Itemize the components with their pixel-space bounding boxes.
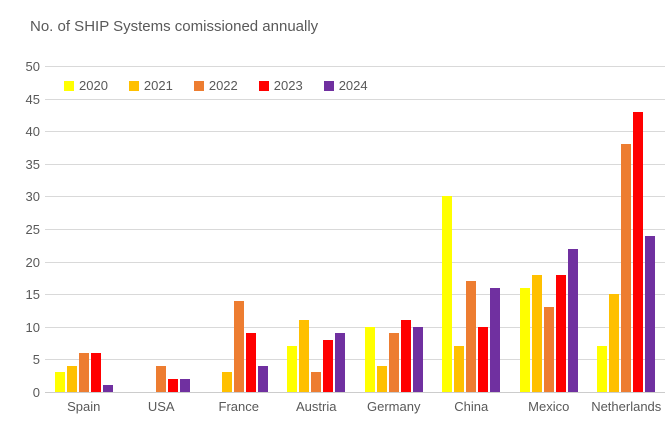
x-axis-label-france: France [218,399,259,414]
bar-2021-mexico [531,275,542,392]
gridline [45,359,665,360]
legend-item-2020: 2020 [64,79,108,92]
bar-2024-china [490,288,501,392]
bar-2024-mexico [567,249,578,392]
chart-legend: 2020 2021 2022 2023 2024 [64,79,368,92]
bar-group-france [200,66,278,392]
bar-2020-china [442,196,453,392]
x-axis-label-netherlands: Netherlands [591,399,662,414]
y-axis-tick-label: 15 [25,287,40,302]
legend-label: 2023 [273,78,303,93]
bar-2024-france [257,366,268,392]
bar-2024-austria [335,333,346,392]
y-axis-tick-label: 35 [25,157,40,172]
bar-2023-germany [400,320,411,392]
bar-2022-france [233,301,244,392]
legend-swatch-icon [193,80,204,91]
bar-2021-netherlands [609,294,620,392]
x-axis-label-china: China [454,399,489,414]
legend-label: 2020 [79,78,108,93]
legend-item-2024: 2024 [323,78,368,93]
y-axis-tick-label: 25 [25,222,40,237]
bar-group-netherlands [588,66,666,392]
y-axis-tick-label: 30 [25,189,40,204]
x-axis-label-germany: Germany [367,399,421,414]
bar-group-spain [45,66,123,392]
bar-2022-mexico [543,307,554,392]
y-axis-tick-label: 40 [25,124,40,139]
bar-2024-netherlands [645,236,656,392]
bar-2021-germany [376,366,387,392]
x-axis-label-mexico: Mexico [528,399,570,414]
legend-label: 2022 [208,78,238,93]
bar-2022-usa [156,366,167,392]
gridline [45,392,665,393]
gridline [45,66,665,67]
y-axis-tick-label: 20 [25,255,40,270]
gridline [45,196,665,197]
bar-2021-spain [66,366,77,392]
bar-2021-china [454,346,465,392]
bar-2020-germany [364,327,375,392]
bar-2020-spain [54,372,65,392]
bar-2022-netherlands [621,144,632,392]
y-axis-tick-label: 10 [25,320,40,335]
legend-item-2021: 2021 [128,78,173,93]
y-axis-tick-label: 45 [25,92,40,107]
bar-2020-austria [287,346,298,392]
bar-2023-netherlands [633,112,644,392]
bar-2020-netherlands [597,346,608,392]
legend-swatch-icon [258,80,269,91]
bar-group-germany [355,66,433,392]
bar-2022-spain [78,353,89,392]
gridline [45,262,665,263]
legend-item-2023: 2023 [258,78,303,93]
bar-2023-austria [323,340,334,392]
y-axis-tick-label: 0 [32,385,40,400]
bar-group-mexico [510,66,588,392]
bar-2024-spain [102,385,113,392]
bar-2023-china [478,327,489,392]
bar-2023-mexico [555,275,566,392]
bar-2022-germany [388,333,399,392]
gridline [45,99,665,100]
legend-swatch-icon [323,80,334,91]
x-axis-label-usa: USA [147,399,175,414]
bar-2024-usa [180,379,191,392]
gridline [45,229,665,230]
y-axis-tick-label: 5 [32,352,40,367]
bar-2020-mexico [519,288,530,392]
legend-swatch-icon [128,80,139,91]
gridline [45,294,665,295]
gridline [45,164,665,165]
chart-title: No. of SHIP Systems comissioned annually [30,18,319,35]
gridline [45,327,665,328]
bar-group-usa [123,66,201,392]
x-axis-label-spain: Spain [67,399,101,414]
bar-group-china [433,66,511,392]
bar-2023-spain [90,353,101,392]
bar-2021-france [221,372,232,392]
legend-label: 2021 [143,78,173,93]
legend-item-2022: 2022 [193,78,238,93]
gridline [45,131,665,132]
bar-2023-france [245,333,256,392]
bar-2022-china [466,281,477,392]
bar-2024-germany [412,327,423,392]
bar-2022-austria [311,372,322,392]
legend-label: 2024 [338,78,368,93]
bar-2021-austria [299,320,310,392]
legend-swatch-icon [64,80,74,91]
x-axis-label-austria: Austria [296,399,337,414]
y-axis-tick-label: 50 [25,59,40,74]
bar-2023-usa [168,379,179,392]
bar-group-austria [278,66,356,392]
